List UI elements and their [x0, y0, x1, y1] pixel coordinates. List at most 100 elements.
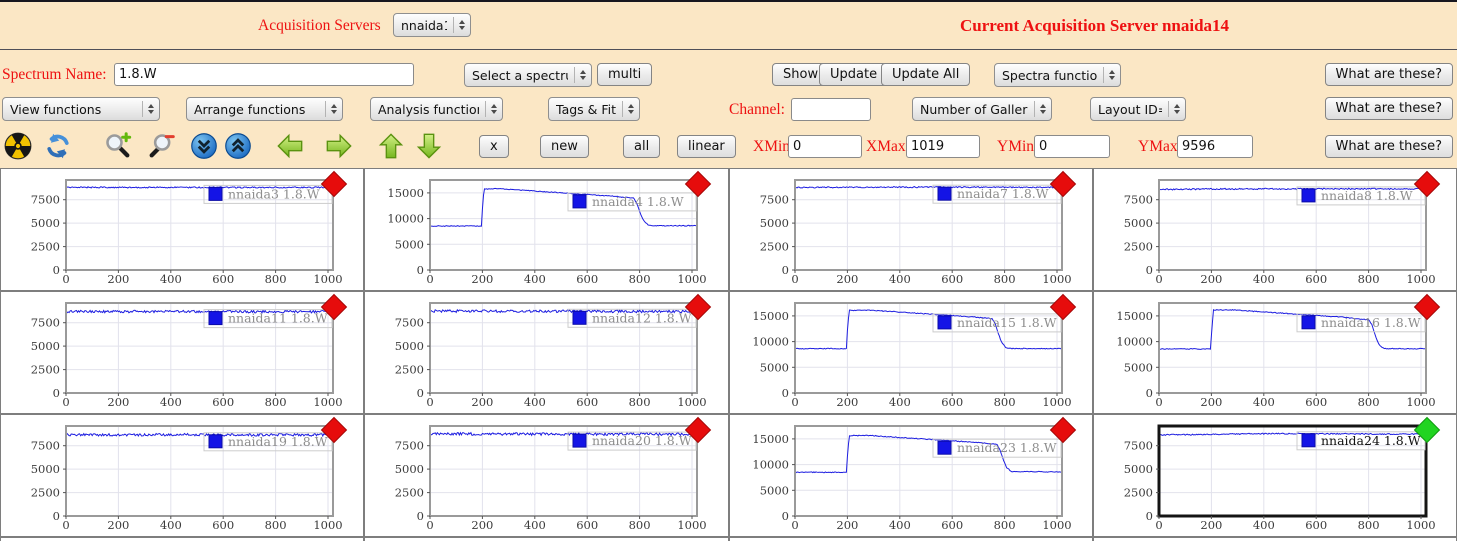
status-diamond[interactable]	[1413, 293, 1440, 321]
y-tick-label: 5000	[759, 483, 788, 497]
show-button[interactable]: Show	[772, 63, 830, 86]
x-tick-label: 200	[836, 272, 858, 286]
plot-border	[793, 179, 1063, 271]
zoom-out-icon[interactable]	[147, 132, 175, 160]
what-are-these-button-3[interactable]: What are these?	[1324, 135, 1453, 158]
analysis-functions-dropdown[interactable]: Analysis functions	[370, 97, 503, 121]
plot-border	[1157, 424, 1428, 518]
view-functions-dropdown[interactable]: View functions	[2, 97, 160, 121]
y-tick-label: 5000	[395, 237, 424, 251]
new-button[interactable]: new	[540, 135, 589, 158]
status-diamond[interactable]	[685, 170, 712, 198]
x-tick-label: 200	[107, 395, 129, 409]
gallery-cell-nnaida3[interactable]: 0 200 400 600 800 1000 0 2500 5000 7500 nnaida3 1.…	[0, 168, 365, 291]
x-tick-label: 800	[265, 272, 287, 286]
status-diamond[interactable]	[1413, 170, 1440, 198]
x-button[interactable]: x	[479, 135, 509, 158]
ymax-label: YMax	[1138, 138, 1178, 155]
y-tick-label: 0	[781, 263, 788, 277]
gallery-cell-nnaida7[interactable]: 0 200 400 600 800 1000 0 2500 5000 7500 nnaida7 1.…	[728, 168, 1093, 291]
spectrum-name-input[interactable]	[114, 63, 414, 86]
x-tick-label: 0	[62, 518, 69, 532]
gallery-cell-nnaida23[interactable]: 0 200 400 600 800 1000 0 5000 10000 15000 nnaida23…	[728, 414, 1093, 537]
layout-id-dropdown[interactable]: Layout ID=8	[1090, 97, 1186, 121]
dropdown-arrows-icon	[574, 67, 586, 83]
status-diamond[interactable]	[1049, 170, 1076, 198]
arrow-up-icon[interactable]	[377, 132, 405, 160]
multi-button[interactable]: multi	[597, 63, 653, 86]
plot-border	[429, 425, 699, 517]
x-tick-label: 1000	[1042, 272, 1071, 286]
x-tick-label: 200	[836, 395, 858, 409]
gallery-cell-nnaida11[interactable]: 0 200 400 600 800 1000 0 2500 5000 7500 nnaida11 1…	[0, 291, 365, 414]
y-tick-label: 0	[1145, 386, 1152, 400]
status-diamond[interactable]	[1413, 416, 1440, 444]
scroll-up-icon[interactable]	[224, 132, 252, 160]
x-tick-label: 600	[212, 395, 234, 409]
radiation-icon[interactable]	[4, 132, 32, 160]
gallery-cell-nnaida8[interactable]: 0 200 400 600 800 1000 0 2500 5000 7500 nnaida8 1.…	[1092, 168, 1457, 291]
y-tick-label: 0	[53, 509, 60, 523]
status-diamond[interactable]	[1049, 416, 1076, 444]
dropdown-arrows-icon	[485, 101, 497, 117]
xmin-input[interactable]	[788, 135, 862, 158]
status-diamond[interactable]	[320, 293, 348, 321]
y-tick-label: 7500	[1123, 193, 1152, 207]
all-button[interactable]: all	[623, 135, 661, 158]
status-diamond[interactable]	[685, 293, 712, 321]
ymin-input[interactable]	[1034, 135, 1110, 158]
gallery-cell-nnaida20[interactable]: 0 200 400 600 800 1000 0 2500 5000 7500 nnaida20 1…	[364, 414, 729, 537]
x-tick-label: 400	[524, 518, 546, 532]
y-tick-label: 2500	[395, 363, 424, 377]
gallery-cell-nnaida12[interactable]: 0 200 400 600 800 1000 0 2500 5000 7500 nnaida12 1…	[364, 291, 729, 414]
zoom-in-icon[interactable]	[104, 132, 132, 160]
plot-border	[1157, 179, 1427, 271]
what-are-these-button-2[interactable]: What are these?	[1324, 97, 1453, 120]
gallery-cell-nnaida15[interactable]: 0 200 400 600 800 1000 0 5000 10000 15000 nnaida15…	[728, 291, 1093, 414]
arrow-right-icon[interactable]	[325, 132, 353, 160]
select-a-spectrum-dropdown[interactable]: Select a spectrum	[464, 63, 592, 87]
y-tick-label: 15000	[1116, 309, 1153, 323]
legend-label: nnaida15 1.8.W	[957, 315, 1057, 330]
legend-swatch	[937, 186, 951, 201]
spectrum-chart: 0 200 400 600 800 1000 0 2500 5000 7500 nnaida3 1.…	[31, 170, 348, 286]
x-tick-label: 400	[1253, 272, 1275, 286]
y-tick-label: 5000	[31, 462, 60, 476]
update-all-button[interactable]: Update All	[881, 63, 971, 86]
what-are-these-button-1[interactable]: What are these?	[1324, 63, 1453, 86]
gallery-cell-nnaida16[interactable]: 0 200 400 600 800 1000 0 5000 10000 15000 nnaida16…	[1092, 291, 1457, 414]
status-diamond[interactable]	[1049, 293, 1076, 321]
status-diamond[interactable]	[685, 416, 712, 444]
number-of-galleries-dropdown[interactable]: Number of Galleries	[912, 97, 1052, 121]
status-diamond[interactable]	[320, 416, 348, 444]
linear-button[interactable]: linear	[677, 135, 736, 158]
x-tick-label: 1000	[1406, 395, 1435, 409]
plot-border	[429, 179, 699, 271]
arrange-functions-dropdown[interactable]: Arrange functions	[186, 97, 343, 121]
plot-border	[429, 302, 699, 394]
gallery-cell-nnaida4[interactable]: 0 200 400 600 800 1000 0 5000 10000 15000 nnaida4 …	[364, 168, 729, 291]
gallery-cell-nnaida24[interactable]: 0 200 400 600 800 1000 0 2500 5000 7500 nnaida24 1…	[1092, 414, 1457, 537]
x-tick-label: 400	[160, 272, 182, 286]
ymax-input[interactable]	[1177, 135, 1253, 158]
channel-input[interactable]	[791, 98, 871, 121]
x-tick-label: 200	[1200, 518, 1222, 532]
tags-fits-dropdown[interactable]: Tags & Fits	[548, 97, 640, 121]
x-tick-label: 0	[791, 272, 798, 286]
acquisition-servers-label: Acquisition Servers	[258, 17, 381, 34]
xmax-input[interactable]	[906, 135, 980, 158]
x-tick-label: 0	[791, 518, 798, 532]
acquisition-server-select[interactable]: nnaida14	[393, 13, 471, 37]
spectra-functions-dropdown[interactable]: Spectra functions	[994, 63, 1121, 87]
plot-area	[430, 426, 698, 516]
arrow-down-icon[interactable]	[415, 132, 443, 160]
x-tick-label: 600	[1305, 395, 1327, 409]
arrow-left-icon[interactable]	[276, 132, 304, 160]
x-tick-label: 200	[107, 272, 129, 286]
toolbar-row-1: Spectrum Name: Select a spectrum multi S…	[0, 62, 1457, 88]
refresh-icon[interactable]	[44, 132, 72, 160]
scroll-down-icon[interactable]	[190, 132, 218, 160]
status-diamond[interactable]	[320, 170, 348, 198]
update-button[interactable]: Update	[819, 63, 889, 86]
gallery-cell-nnaida19[interactable]: 0 200 400 600 800 1000 0 2500 5000 7500 nnaida19 1…	[0, 414, 365, 537]
